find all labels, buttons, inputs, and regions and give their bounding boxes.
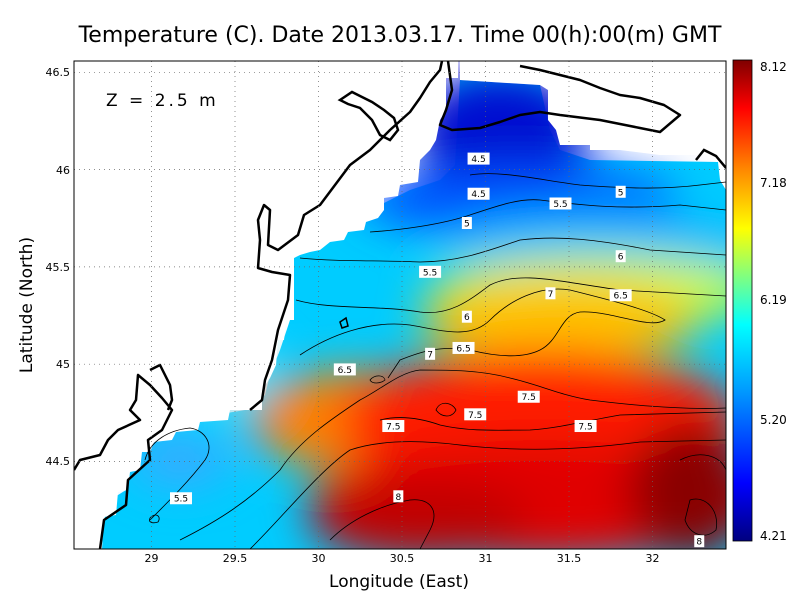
contour-label: 7 (545, 287, 556, 300)
svg-text:4.5: 4.5 (471, 190, 485, 200)
svg-text:7: 7 (427, 350, 433, 360)
colorbar-tick-label: 6.19 (760, 293, 787, 307)
svg-text:6: 6 (464, 313, 470, 323)
contour-label: 4.5 (467, 152, 490, 165)
contour-label: 5 (615, 185, 626, 198)
svg-text:4.5: 4.5 (471, 155, 485, 165)
svg-text:7.5: 7.5 (522, 393, 536, 403)
contour-label: 6 (461, 310, 472, 323)
y-tick-label: 45.5 (46, 261, 71, 274)
colorbar-tick-label: 4.21 (760, 529, 787, 543)
svg-text:5.5: 5.5 (423, 268, 437, 278)
grid-lines (74, 61, 726, 549)
svg-text:8: 8 (696, 538, 702, 548)
contour-label: 6.5 (452, 341, 475, 354)
contour-label: 5.5 (419, 265, 442, 278)
svg-text:6: 6 (618, 253, 624, 263)
contour-label: 5 (461, 217, 472, 230)
svg-text:5.5: 5.5 (174, 495, 188, 505)
contour-label: 5.5 (549, 197, 572, 210)
depth-label: Z = 2.5 m (106, 91, 219, 111)
svg-text:6.5: 6.5 (456, 344, 470, 354)
colorbar-gradient (732, 59, 753, 542)
colorbar-tick-label: 5.20 (760, 413, 787, 427)
contour-label: 4.5 (467, 187, 490, 200)
svg-text:7: 7 (548, 290, 554, 300)
contour-label: 8 (393, 490, 404, 503)
x-tick-label: 29.5 (223, 552, 248, 565)
contour-label: 7.5 (574, 420, 597, 433)
contour-label: 7 (425, 347, 436, 360)
colorbar-tick-label: 7.18 (760, 176, 787, 190)
svg-text:5: 5 (618, 188, 624, 198)
x-tick-label: 30 (312, 552, 326, 565)
svg-text:5: 5 (464, 220, 470, 230)
contour-label: 7.5 (464, 408, 487, 421)
svg-text:7.5: 7.5 (468, 411, 482, 421)
svg-text:7.5: 7.5 (578, 423, 592, 433)
plot-area: 4.5 4.5 5 5 5.5 5.5 5.5 6 6 6.5 6.5 6.5 7 7 7.5 7.5 7.5 7… (74, 61, 726, 549)
contour-label: 6.5 (609, 289, 632, 302)
svg-text:7.5: 7.5 (386, 423, 400, 433)
svg-text:5.5: 5.5 (553, 200, 567, 210)
contour-label: 8 (694, 535, 705, 548)
contour-labels: 4.5 4.5 5 5 5.5 5.5 5.5 6 6 6.5 6.5 6.5 7 7 7.5 7.5 7.5 7… (169, 152, 705, 548)
x-tick-label: 30.5 (390, 552, 415, 565)
x-tick-label: 32 (646, 552, 660, 565)
x-tick-label: 31 (479, 552, 493, 565)
y-tick-labels: 44.5 45 45.5 46 46.5 (46, 66, 71, 468)
y-axis-title: Latitude (North) (17, 237, 37, 373)
contour-label: 7.5 (382, 420, 405, 433)
colorbar-tick-label: 8.12 (760, 60, 787, 74)
x-axis-title: Longitude (East) (329, 572, 469, 592)
contour-label: 5.5 (169, 492, 192, 505)
x-tick-label: 31.5 (557, 552, 582, 565)
x-tick-labels: 29 29.5 30 30.5 31 31.5 32 (145, 552, 660, 565)
contour-lines (144, 173, 726, 549)
colorbar: 8.12 7.18 6.19 5.20 4.21 (732, 59, 787, 543)
contour-label: 7.5 (517, 390, 540, 403)
y-tick-label: 45 (56, 358, 70, 371)
chart-title: Temperature (C). Date 2013.03.17. Time 0… (78, 23, 722, 48)
plot-frame (73, 60, 727, 550)
contour-label: 6.5 (333, 363, 356, 376)
contour-label: 6 (615, 250, 626, 263)
x-tick-label: 29 (145, 552, 159, 565)
y-tick-label: 46.5 (46, 66, 71, 79)
svg-text:8: 8 (395, 493, 401, 503)
svg-text:6.5: 6.5 (338, 366, 352, 376)
y-tick-label: 44.5 (46, 455, 71, 468)
y-tick-label: 46 (56, 164, 70, 177)
temperature-field (74, 61, 726, 549)
svg-text:6.5: 6.5 (614, 292, 628, 302)
